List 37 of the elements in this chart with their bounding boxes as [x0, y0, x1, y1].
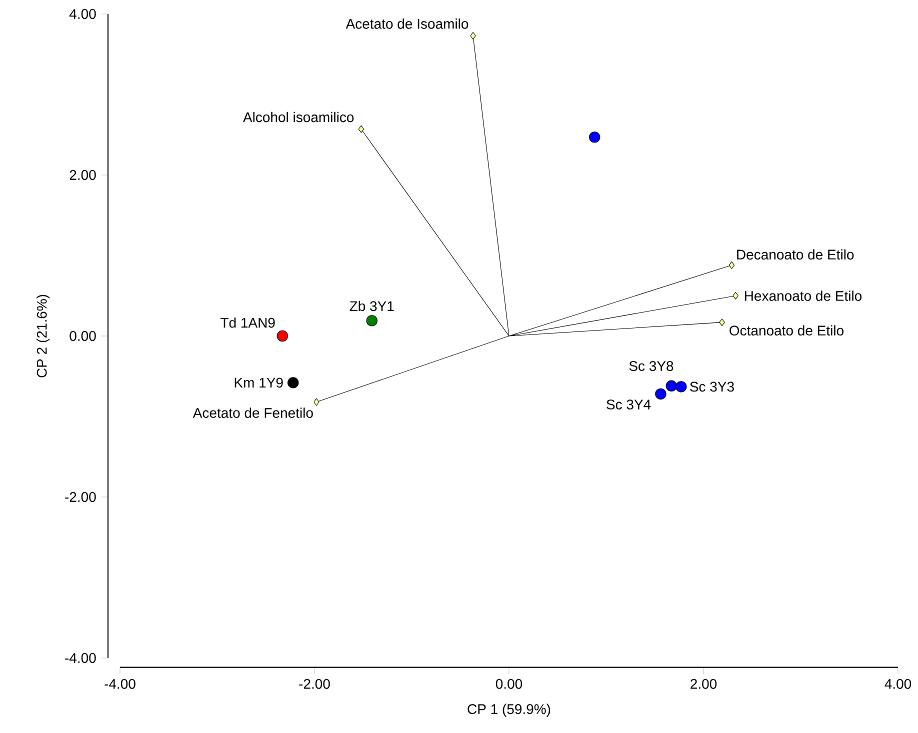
point	[470, 32, 476, 40]
point	[676, 381, 687, 392]
point	[366, 315, 378, 326]
y-tick-label: -4.00	[65, 653, 96, 663]
x-tick-label: 4.00	[884, 678, 912, 689]
annotation: Km 1Y9	[234, 378, 283, 388]
point	[719, 318, 725, 326]
y-tick-label: 4.00	[69, 9, 96, 19]
annotation: Alcohol isoamilico	[243, 112, 354, 122]
point	[358, 125, 364, 133]
annotation: Hexanoato de Etilo	[745, 290, 862, 301]
y-tick-label: 2.00	[70, 170, 96, 180]
x-tick-label: -2.00	[299, 678, 330, 689]
point	[728, 261, 735, 269]
annotation: Sc 3Y3	[690, 382, 734, 392]
annotation: Sc 3Y8	[629, 361, 674, 371]
x-axis-title: CP 1 (59.9%)	[468, 704, 550, 717]
point	[588, 132, 600, 143]
point	[655, 388, 666, 400]
annotation: Decanoato de Etilo	[737, 249, 854, 260]
annotation: Acetato de Fenetilo	[192, 408, 313, 418]
annotation: Zb 3Y1	[350, 300, 394, 312]
y-axis-title: CP 2 (21.6%)	[36, 294, 50, 378]
x-tick-label: 2.00	[690, 678, 717, 689]
point	[314, 398, 320, 406]
point	[666, 380, 678, 392]
annotation: Td 1AN9	[220, 317, 275, 328]
point	[732, 292, 738, 300]
point	[276, 330, 288, 342]
annotation: Acetato de Isoamilo	[346, 18, 468, 29]
y-tick-label: -2.00	[65, 492, 96, 502]
annotation: Sc 3Y4	[606, 400, 651, 410]
x-tick-label: -4.00	[104, 678, 136, 689]
x-tick-label: 0.00	[496, 678, 522, 689]
y-tick-label: 0.00	[70, 331, 96, 341]
point	[288, 377, 299, 388]
annotation: Octanoato de Etilo	[730, 325, 844, 336]
